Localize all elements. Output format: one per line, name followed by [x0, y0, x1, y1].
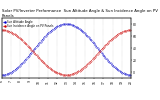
Legend: Sun Altitude Angle, Sun Incidence Angle on PV Panels: Sun Altitude Angle, Sun Incidence Angle …	[3, 19, 54, 28]
Text: Solar PV/Inverter Performance  Sun Altitude Angle & Sun Incidence Angle on PV Pa: Solar PV/Inverter Performance Sun Altitu…	[2, 9, 157, 18]
